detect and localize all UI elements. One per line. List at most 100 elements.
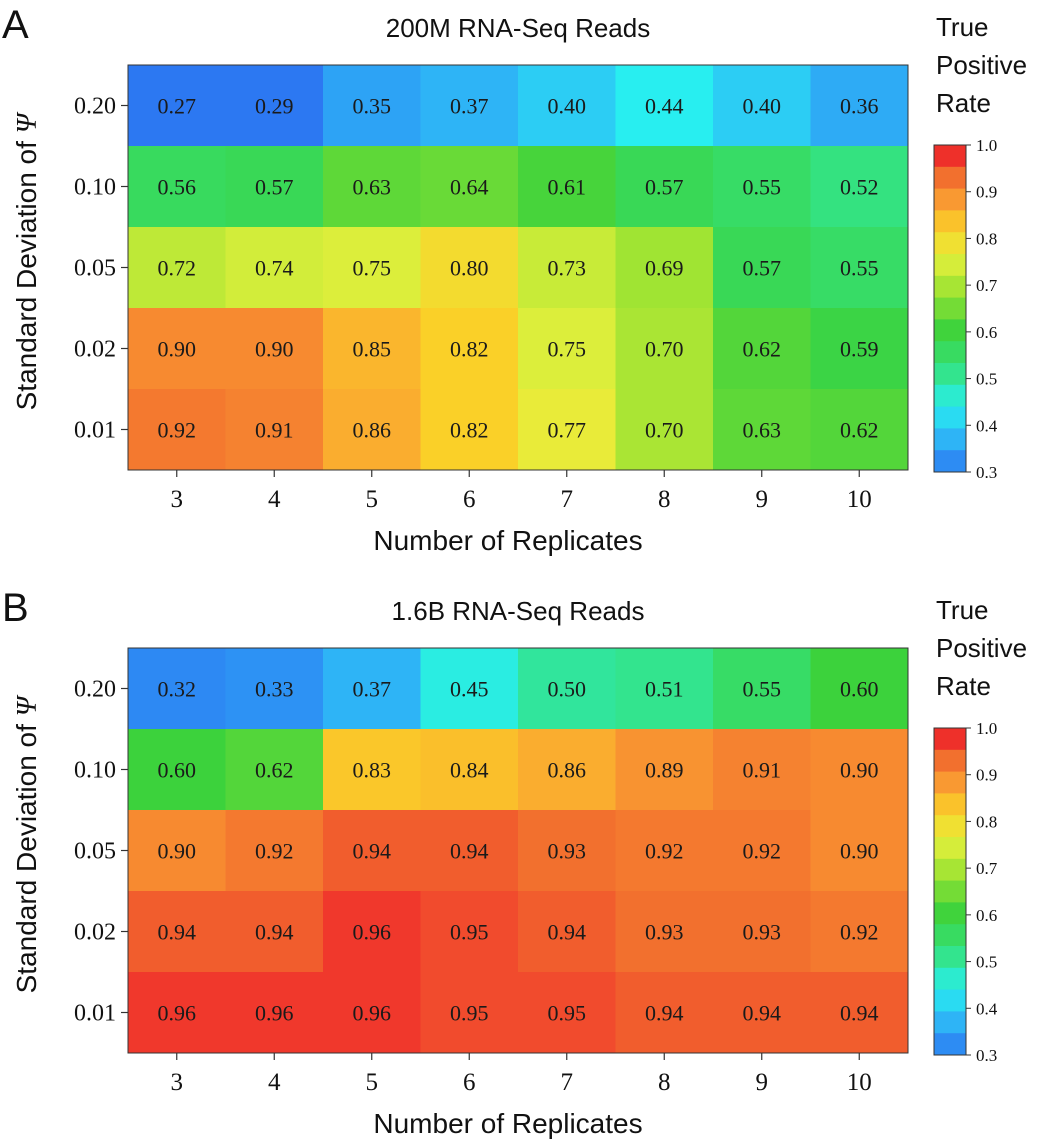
heatmap-cell (615, 389, 714, 471)
heatmap-cell (323, 729, 421, 811)
cell-value-label: 0.94 (645, 1001, 684, 1026)
x-tick-label: 5 (366, 486, 379, 513)
colorbar-tick-label: 0.9 (976, 183, 997, 202)
heatmap-cell (810, 729, 909, 811)
panel-label: B (2, 586, 29, 630)
heatmap-cell (323, 648, 421, 730)
cell-value-label: 0.52 (840, 175, 879, 200)
heatmap-cell (713, 648, 811, 730)
cell-value-label: 0.90 (840, 839, 879, 864)
cell-value-label: 0.96 (158, 1001, 197, 1026)
x-axis-label: Number of Replicates (373, 1108, 642, 1139)
heatmap-cell (810, 972, 909, 1054)
cell-value-label: 0.93 (645, 920, 684, 945)
cell-value-label: 0.45 (450, 677, 489, 702)
colorbar-tick-label: 0.4 (976, 416, 998, 435)
colorbar-tick-label: 0.7 (976, 276, 998, 295)
y-tick-label: 0.10 (74, 175, 116, 201)
cell-value-label: 0.95 (548, 1001, 587, 1026)
heatmap-cell (713, 810, 811, 892)
colorbar-segment (934, 275, 966, 298)
y-axis-label-text: Standard Deviation of (11, 716, 42, 993)
heatmap-cell (810, 146, 909, 228)
colorbar-segment (934, 1011, 966, 1034)
cell-value-label: 0.83 (353, 758, 392, 783)
panel-label: A (2, 3, 29, 47)
cell-value-label: 0.92 (840, 920, 879, 945)
cell-value-label: 0.40 (743, 94, 782, 119)
x-tick-label: 7 (561, 486, 574, 513)
cell-value-label: 0.92 (158, 418, 197, 443)
x-tick-label: 9 (756, 486, 769, 513)
heatmap-cell (713, 65, 811, 147)
heatmap-cell (225, 729, 324, 811)
cell-value-label: 0.64 (450, 175, 489, 200)
heatmap-cell (128, 729, 226, 811)
cell-value-label: 0.62 (743, 337, 782, 362)
cell-value-label: 0.91 (255, 418, 294, 443)
heatmap-cell (128, 972, 226, 1054)
colorbar-tick-label: 0.3 (976, 1046, 997, 1065)
heatmap-cell (128, 308, 226, 390)
colorbar-tick-label: 0.7 (976, 859, 998, 878)
cell-value-label: 0.84 (450, 758, 489, 783)
heatmap-cell (128, 648, 226, 730)
heatmap-cell (615, 972, 714, 1054)
heatmap-cell (713, 308, 811, 390)
colorbar-frame (933, 727, 967, 1056)
heatmap-cell (713, 729, 811, 811)
x-tick-label: 9 (756, 1069, 769, 1096)
heatmap-cell (323, 146, 421, 228)
colorbar-segment (934, 428, 966, 451)
cell-value-label: 0.55 (840, 256, 879, 281)
cell-value-label: 0.57 (743, 256, 782, 281)
heatmap-cell (225, 65, 324, 147)
cell-value-label: 0.86 (548, 758, 587, 783)
cell-value-label: 0.90 (158, 337, 197, 362)
cell-value-label: 0.70 (645, 418, 684, 443)
heatmap-cell (518, 648, 616, 730)
cell-value-label: 0.96 (255, 1001, 294, 1026)
heatmap-cell (323, 810, 421, 892)
cell-value-label: 0.44 (645, 94, 684, 119)
colorbar-tick-label: 0.9 (976, 766, 997, 785)
colorbar-segment (934, 1033, 966, 1056)
colorbar-title-line: Rate (936, 671, 991, 701)
heatmap-cell (420, 891, 519, 973)
cell-value-label: 0.59 (840, 337, 879, 362)
y-tick-label: 0.01 (74, 418, 116, 444)
cell-value-label: 0.56 (158, 175, 197, 200)
heatmap-cell (810, 389, 909, 471)
colorbar-segment (934, 771, 966, 794)
cell-value-label: 0.96 (353, 1001, 392, 1026)
y-axis-label: Standard Deviation of Ψ (11, 111, 43, 410)
x-tick-label: 3 (171, 1069, 184, 1096)
cell-value-label: 0.36 (840, 94, 879, 119)
x-tick-label: 7 (561, 1069, 574, 1096)
y-tick-label: 0.10 (74, 758, 116, 784)
heatmap-cell (518, 729, 616, 811)
colorbar-segment (934, 406, 966, 429)
cell-value-label: 0.51 (645, 677, 684, 702)
colorbar-tick-label: 1.0 (976, 136, 997, 155)
x-tick-label: 4 (268, 1069, 281, 1096)
chart-title: 1.6B RNA-Seq Reads (392, 596, 645, 626)
colorbar-segment (934, 166, 966, 189)
heatmap-cell (225, 810, 324, 892)
cell-value-label: 0.29 (255, 94, 294, 119)
heatmap-cell (128, 227, 226, 309)
cell-value-label: 0.86 (353, 418, 392, 443)
heatmap-cell (225, 146, 324, 228)
cell-value-label: 0.93 (743, 920, 782, 945)
cell-value-label: 0.92 (743, 839, 782, 864)
cell-value-label: 0.95 (450, 1001, 489, 1026)
colorbar-title-line: True (936, 12, 989, 42)
heatmap-cell (225, 891, 324, 973)
cell-value-label: 0.85 (353, 337, 392, 362)
cell-value-label: 0.91 (743, 758, 782, 783)
cell-value-label: 0.92 (255, 839, 294, 864)
colorbar-title-line: Rate (936, 88, 991, 118)
cell-value-label: 0.90 (158, 839, 197, 864)
